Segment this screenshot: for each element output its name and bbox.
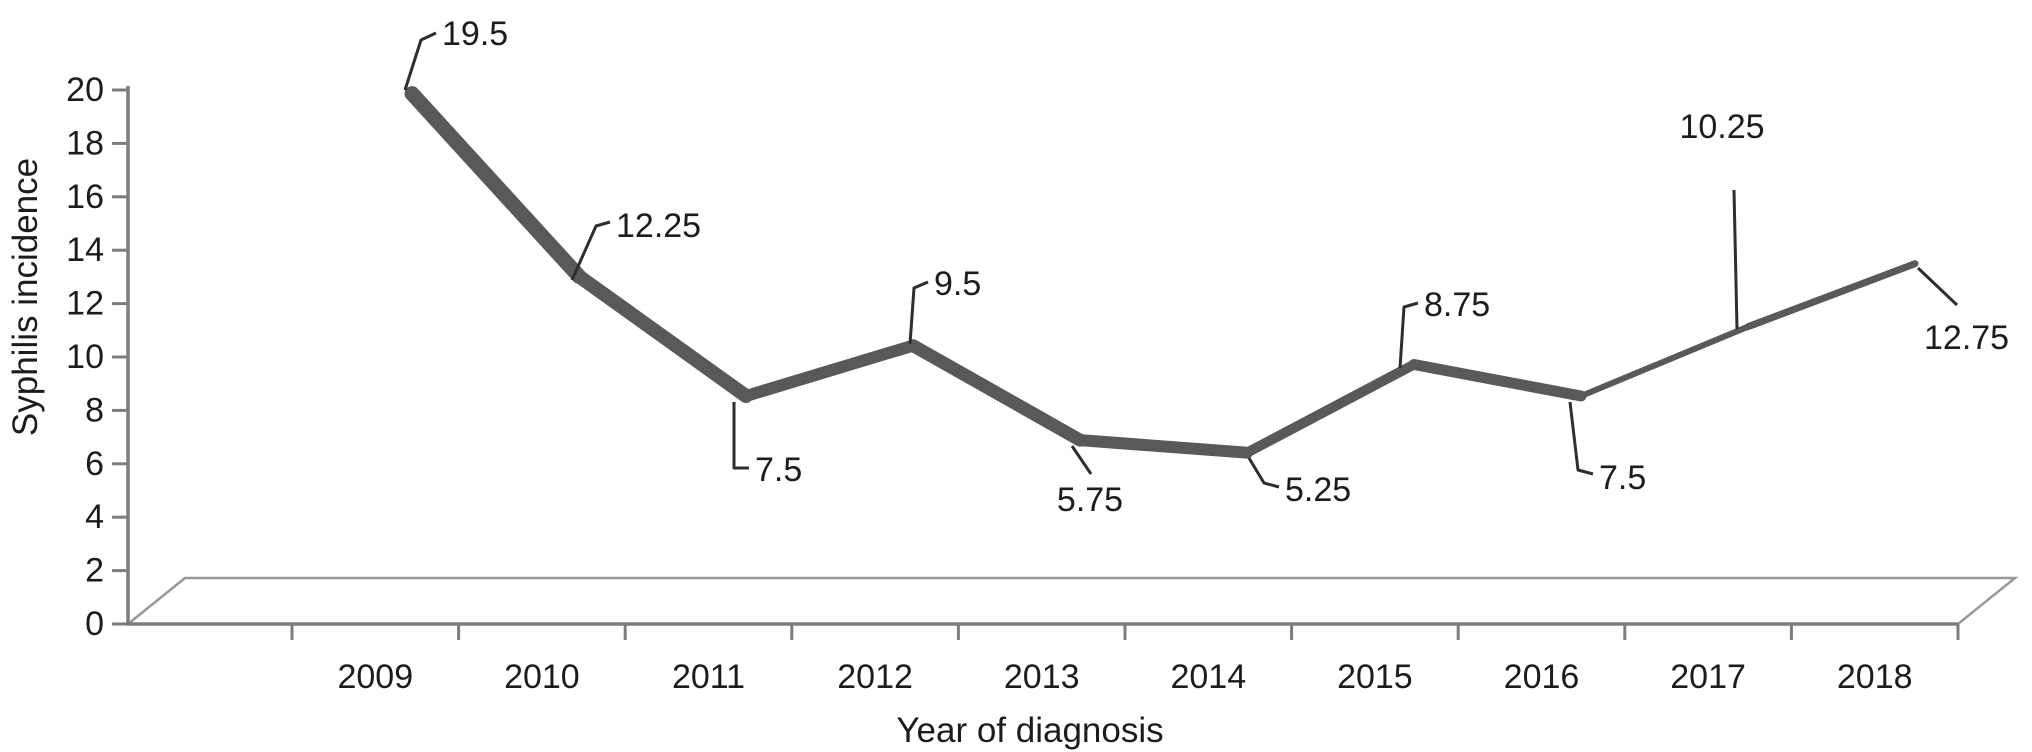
x-axis-category-label: 2018 bbox=[1837, 658, 1913, 696]
x-axis-category-label: 2015 bbox=[1337, 658, 1413, 696]
data-label: 19.5 bbox=[442, 15, 508, 53]
y-axis-title: Syphilis incidence bbox=[6, 157, 45, 437]
data-label: 10.25 bbox=[1679, 108, 1764, 146]
series-group bbox=[404, 86, 1919, 459]
y-tick-label: 6 bbox=[85, 445, 104, 483]
data-label-leader bbox=[1398, 301, 1419, 369]
y-tick-label: 10 bbox=[66, 338, 104, 376]
x-axis-category-label: 2014 bbox=[1170, 658, 1246, 696]
data-label: 7.5 bbox=[755, 451, 802, 489]
y-tick-label: 0 bbox=[85, 605, 104, 643]
x-axis-category-label: 2012 bbox=[837, 658, 913, 696]
data-label: 5.75 bbox=[1057, 481, 1123, 519]
series-segment bbox=[1074, 434, 1253, 459]
data-label-leader bbox=[1247, 457, 1280, 489]
series-segment bbox=[906, 339, 1087, 447]
data-label-leader bbox=[1568, 401, 1594, 476]
y-tick-label: 14 bbox=[66, 231, 104, 269]
data-label: 5.25 bbox=[1285, 471, 1351, 509]
series-segment bbox=[1744, 260, 1919, 331]
data-label: 8.75 bbox=[1424, 286, 1490, 324]
x-axis-category-label: 2010 bbox=[504, 658, 580, 696]
y-tick-label: 4 bbox=[85, 498, 104, 536]
floor-plane-group bbox=[124, 576, 2019, 626]
x-axis-category-label: 2013 bbox=[1004, 658, 1080, 696]
y-tick-label: 20 bbox=[66, 71, 104, 109]
x-axis-title: Year of diagnosis bbox=[896, 711, 1164, 750]
series-segment bbox=[1408, 359, 1587, 402]
y-tick-label: 12 bbox=[66, 285, 104, 323]
y-tick-label: 18 bbox=[66, 124, 104, 162]
data-label-leader bbox=[908, 280, 929, 345]
x-axis-category-label: 2016 bbox=[1504, 658, 1580, 696]
y-tick-label: 16 bbox=[66, 178, 104, 216]
data-label: 9.5 bbox=[934, 265, 981, 303]
series-segment bbox=[572, 269, 753, 403]
series-segment bbox=[404, 86, 587, 284]
y-tick-label: 8 bbox=[85, 391, 104, 429]
y-tick-label: 2 bbox=[85, 552, 104, 590]
series-segment bbox=[1578, 323, 1751, 399]
data-label-leader bbox=[570, 220, 611, 281]
data-label-leader bbox=[1916, 266, 1959, 307]
x-axis-category-label: 2011 bbox=[672, 658, 745, 696]
data-label: 12.75 bbox=[1924, 319, 2009, 357]
data-label: 7.5 bbox=[1599, 459, 1646, 497]
x-axis-category-label: 2009 bbox=[337, 658, 413, 696]
data-label-leader bbox=[1070, 445, 1093, 475]
series-segment bbox=[740, 339, 919, 402]
x-axis-category-label: 2017 bbox=[1670, 658, 1746, 696]
data-label-leader bbox=[1732, 189, 1739, 330]
data-label: 12.25 bbox=[616, 207, 701, 245]
data-label-leader bbox=[403, 31, 437, 91]
axes-group: 0 2 4 6 8 10 12 14 16 18 20 2009 2010 2011 2012 2013 201… bbox=[66, 71, 1960, 696]
data-label-leader bbox=[732, 402, 749, 470]
floor-outline bbox=[124, 576, 2019, 626]
data-callouts-group: 19.5 12.25 7.5 9.5 5.75 5.25 8.75 7.5 10.25 12.75 bbox=[403, 15, 2009, 519]
series-segment bbox=[1242, 359, 1419, 458]
